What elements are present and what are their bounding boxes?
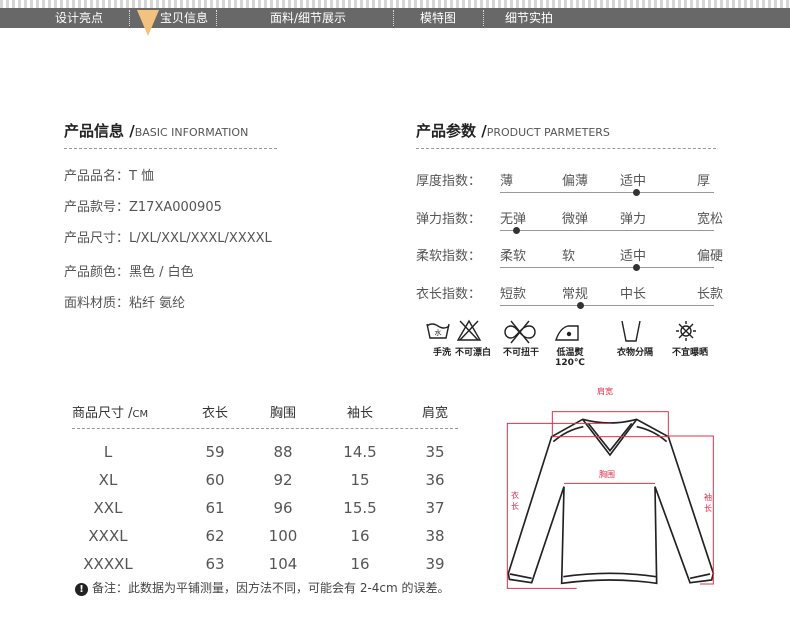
info-sizes: 产品尺寸：L/XL/XXL/XXXL/XXXXL	[64, 231, 272, 246]
index-option: 长款	[697, 286, 724, 302]
care-label: 不可扭干	[502, 348, 539, 358]
size-cell: XXXL	[88, 527, 128, 545]
size-cell: L	[103, 443, 113, 461]
index-marker	[633, 189, 640, 196]
info-code: 产品款号：Z17XA000905	[64, 200, 222, 215]
label-chest: 胸围	[599, 470, 615, 479]
index-option: 微弹	[562, 211, 589, 227]
index-marker	[633, 264, 640, 271]
info-name: 产品品名：T 恤	[64, 169, 155, 184]
params-title: 产品参数 /PRODUCT PARMETERS	[416, 122, 610, 140]
measure-lines	[506, 411, 714, 589]
tab-model[interactable]: 模特图	[420, 11, 457, 25]
index-option: 常规	[562, 286, 589, 302]
size-cell: 61	[205, 499, 225, 517]
decorative-border	[0, 0, 790, 8]
sweater-outline	[507, 418, 715, 585]
index-option: 厚	[697, 174, 711, 189]
size-cell: 35	[425, 443, 445, 461]
size-note: ! 备注：此数据为平铺测量，因方法不同，可能会有 2-4cm 的误差。	[75, 579, 450, 596]
tab-design[interactable]: 设计亮点	[55, 11, 104, 25]
active-tab-indicator	[137, 10, 159, 36]
size-cell: 92	[273, 471, 293, 489]
label-length: 衣长	[511, 491, 519, 511]
index-option: 适中	[620, 174, 647, 189]
hand-wash-icon: 水	[426, 323, 450, 339]
size-cell: 16	[350, 527, 370, 545]
col-chest: 胸围	[269, 406, 296, 421]
tab-info[interactable]: 宝贝信息	[160, 11, 209, 25]
index-label: 衣长指数：	[416, 286, 482, 302]
low-iron-icon	[555, 325, 579, 341]
care-label: 手洗	[432, 348, 451, 358]
size-cell: 104	[268, 555, 298, 573]
size-cell: 39	[425, 555, 445, 573]
care-label: 低温熨120℃	[555, 348, 585, 368]
size-cell: 37	[425, 499, 445, 517]
index-marker	[577, 301, 584, 309]
index-scale	[500, 192, 714, 193]
label-shoulder: 肩宽	[597, 387, 613, 396]
size-cell: 62	[205, 527, 225, 545]
no-bleach-icon	[456, 319, 482, 341]
index-label: 厚度指数：	[416, 174, 482, 189]
size-cell: XXL	[93, 499, 123, 517]
size-cell: XXXXL	[83, 555, 133, 573]
care-label: 不可漂白	[454, 348, 491, 358]
size-cell: 63	[205, 555, 225, 573]
index-option: 柔软	[500, 249, 527, 264]
warning-icon: !	[75, 583, 88, 596]
wash-separately-icon	[621, 320, 641, 342]
index-scale	[500, 229, 714, 231]
svg-text:水: 水	[435, 328, 442, 337]
index-option: 软	[562, 249, 576, 264]
index-option: 宽松	[697, 211, 724, 227]
index-option: 偏薄	[562, 174, 589, 189]
size-cell: 16	[350, 555, 370, 573]
index-option: 适中	[620, 249, 647, 264]
index-label: 弹力指数：	[416, 211, 482, 227]
index-option: 短款	[500, 286, 527, 302]
info-material: 面料材质：粘纤 氨纶	[64, 296, 186, 311]
size-cell: 38	[425, 527, 445, 545]
index-option: 中长	[620, 286, 647, 302]
size-cell: 60	[205, 471, 225, 489]
tab-detail[interactable]: 细节实拍	[505, 11, 554, 25]
no-sun-icon	[676, 321, 696, 341]
size-cell: 100	[268, 527, 298, 545]
col-sleeve: 袖长	[346, 406, 373, 421]
size-cell: 88	[273, 443, 293, 461]
info-title: 产品信息 /BASIC INFORMATION	[64, 122, 249, 140]
size-cell: 14.5	[343, 443, 377, 461]
label-sleeve: 袖长	[704, 493, 712, 513]
index-option: 偏硬	[697, 249, 724, 264]
care-label: 衣物分隔	[616, 348, 653, 358]
no-wring-icon	[504, 320, 536, 344]
size-cell: 15.5	[343, 499, 377, 517]
size-diagram	[506, 411, 715, 589]
col-shoulder: 肩宽	[421, 406, 448, 421]
index-scale	[500, 304, 714, 306]
index-option: 无弹	[500, 211, 527, 227]
care-label: 不宜曝晒	[671, 348, 708, 358]
index-marker	[513, 226, 520, 234]
nav-bar: 设计亮点 宝贝信息 面料/细节展示 模特图 细节实拍	[0, 8, 790, 28]
tab-fabric[interactable]: 面料/细节展示	[270, 11, 347, 25]
size-header-label: 商品尺寸 /CM	[72, 406, 149, 421]
size-cell: XL	[98, 471, 118, 489]
size-cell: 15	[350, 471, 370, 489]
index-label: 柔软指数：	[416, 249, 482, 264]
col-length: 衣长	[201, 406, 228, 421]
size-cell: 59	[205, 443, 225, 461]
size-cell: 96	[273, 499, 293, 517]
info-colors: 产品颜色：黑色 / 白色	[64, 265, 194, 280]
index-option: 薄	[500, 174, 514, 189]
index-scale	[500, 267, 714, 268]
index-option: 弹力	[620, 211, 647, 227]
size-cell: 36	[425, 471, 445, 489]
